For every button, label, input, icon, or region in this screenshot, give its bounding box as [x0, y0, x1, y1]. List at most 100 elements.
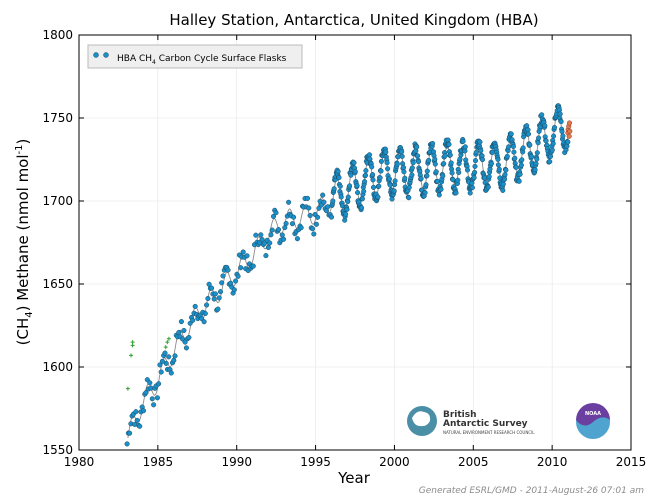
data-point: [337, 183, 343, 189]
data-point: [376, 183, 382, 189]
y-tick-label: 1700: [42, 194, 73, 208]
data-point: [158, 369, 164, 375]
data-point: [510, 143, 516, 150]
data-point: [215, 306, 221, 312]
data-point: [472, 158, 479, 164]
data-point: [240, 249, 246, 255]
data-point: [306, 205, 312, 211]
data-point: [331, 186, 337, 192]
data-point: [426, 157, 432, 163]
data-point: [485, 184, 491, 190]
data-point: [366, 152, 373, 158]
data-point: [304, 195, 311, 201]
data-point: [157, 362, 163, 368]
data-point: [162, 350, 168, 356]
y-tick-label: 1550: [42, 443, 73, 457]
smoothed-curve: [127, 110, 570, 438]
data-point: [202, 310, 208, 317]
data-point: [258, 232, 264, 238]
data-point: [525, 127, 531, 133]
data-point: [192, 303, 198, 309]
data-point: [235, 273, 241, 279]
data-point: [438, 186, 444, 192]
data-point: [449, 170, 455, 176]
data-point: [211, 296, 217, 302]
data-point: [495, 156, 501, 162]
data-point: [355, 190, 361, 196]
data-point: [486, 174, 492, 180]
smoothed-curve-layer: [127, 110, 570, 438]
data-point: [181, 327, 187, 334]
data-point: [410, 160, 416, 166]
legend-marker: [93, 52, 99, 58]
data-point: [325, 204, 331, 210]
data-point: [391, 188, 397, 194]
data-point: [456, 169, 462, 176]
data-point: [315, 214, 321, 220]
bas-logo: British Antarctic Survey NATURAL ENVIRON…: [407, 406, 535, 436]
data-point: [558, 119, 564, 125]
data-point: [354, 183, 360, 189]
data-point: [279, 232, 285, 238]
data-point: [265, 244, 271, 251]
bas-name-line2: Antarctic Survey: [443, 419, 528, 429]
data-point: [275, 227, 282, 233]
flagged-point: [165, 340, 170, 345]
bas-name-line1: British: [443, 410, 477, 420]
data-point: [433, 169, 439, 175]
data-point: [418, 175, 424, 182]
y-tick-label: 1600: [42, 360, 73, 374]
data-point: [344, 206, 350, 212]
data-point: [560, 133, 566, 139]
data-point: [362, 172, 369, 178]
data-point: [462, 144, 468, 150]
data-point: [253, 232, 259, 238]
data-point: [225, 267, 231, 273]
data-point: [517, 171, 523, 177]
data-point: [363, 168, 369, 174]
data-points-layer: [124, 103, 573, 447]
chart-title: Halley Station, Antarctica, United Kingd…: [169, 11, 538, 29]
x-tick-label: 2015: [616, 455, 647, 469]
data-point: [311, 231, 317, 237]
data-point: [186, 334, 192, 341]
antarctica-icon: [412, 411, 431, 427]
data-point: [533, 161, 539, 167]
data-point: [166, 354, 172, 360]
data-point: [313, 221, 319, 227]
flagged-point: [129, 353, 134, 358]
data-point: [190, 317, 196, 323]
data-point: [471, 175, 477, 181]
data-point: [172, 353, 178, 359]
data-point: [328, 214, 335, 220]
noaa-text: NOAA: [585, 411, 601, 417]
data-point: [409, 172, 415, 178]
data-point: [159, 358, 165, 364]
data-point: [143, 390, 149, 396]
data-point: [467, 190, 473, 196]
data-point: [534, 150, 540, 156]
data-point: [220, 273, 226, 279]
data-point: [477, 139, 483, 145]
data-point: [352, 169, 358, 175]
data-point: [442, 153, 448, 159]
data-point: [205, 295, 211, 302]
data-point: [422, 190, 428, 196]
data-point: [478, 148, 484, 154]
data-point: [488, 161, 494, 167]
data-point: [217, 289, 224, 295]
bas-subtitle: NATURAL ENVIRONMENT RESEARCH COUNCIL: [443, 430, 535, 435]
flagged-point: [166, 336, 171, 341]
data-point: [385, 166, 391, 172]
x-tick-label: 2005: [458, 455, 489, 469]
data-point: [534, 156, 540, 162]
data-point: [455, 177, 461, 183]
y-tick-label: 1650: [42, 277, 73, 291]
y-tick-label: 1800: [42, 28, 73, 42]
data-point: [216, 295, 222, 301]
data-point: [400, 164, 407, 171]
data-point: [351, 160, 357, 166]
data-point: [447, 152, 453, 158]
data-point: [347, 183, 353, 189]
data-point: [557, 111, 563, 117]
